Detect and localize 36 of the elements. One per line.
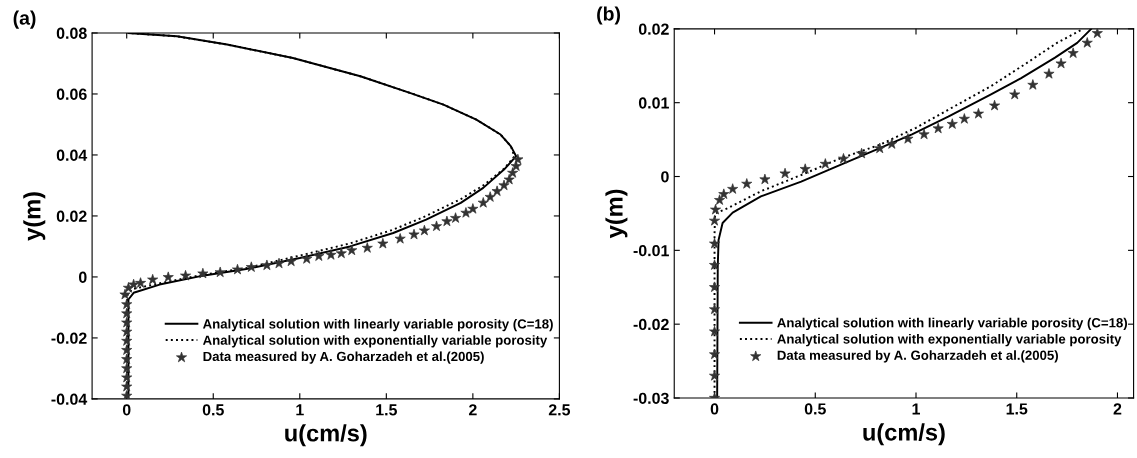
legend-label: Analytical solution with exponentially variable porosity bbox=[777, 333, 1122, 347]
y-axis-title: y(m) bbox=[23, 192, 46, 241]
x-axis-title: u(cm/s) bbox=[863, 423, 945, 446]
x-tick-label: 2 bbox=[1113, 403, 1122, 415]
x-tick-label: 1 bbox=[296, 404, 304, 416]
x-axis-title: u(cm/s) bbox=[285, 424, 367, 447]
legend-label: Analytical solution with linearly variable porosity (C=18) bbox=[777, 317, 1128, 331]
chart-title: (a) bbox=[13, 10, 36, 29]
x-tick-label: 0.5 bbox=[804, 403, 826, 415]
legend-label: Analytical solution with exponentially variable porosity bbox=[202, 335, 548, 348]
y-tick-label: -0.03 bbox=[633, 392, 669, 404]
y-tick-label: -0.02 bbox=[633, 318, 669, 331]
x-tick-label: 2 bbox=[468, 404, 477, 416]
y-tick-label: 0 bbox=[661, 171, 669, 183]
y-axis-title: y(m) bbox=[605, 189, 628, 239]
y-tick-label: 0.04 bbox=[56, 149, 88, 161]
x-tick-label: 0 bbox=[710, 403, 719, 415]
y-tick-label: 0.02 bbox=[638, 23, 669, 35]
y-tick-label: 0 bbox=[78, 271, 87, 283]
legend-label: Data measured by A. Goharzadeh et al.(2005) bbox=[203, 351, 484, 364]
y-tick-label: 0.08 bbox=[56, 27, 87, 39]
y-tick-label: -0.02 bbox=[51, 332, 87, 344]
x-tick-label: 1 bbox=[912, 403, 920, 415]
x-tick-label: 0 bbox=[122, 404, 131, 416]
y-tick-label: 0.06 bbox=[56, 88, 87, 100]
x-tick-label: 1.5 bbox=[1006, 403, 1028, 415]
chart-title: (b) bbox=[597, 6, 621, 25]
x-tick-label: 2.5 bbox=[548, 404, 571, 416]
y-tick-label: 0.01 bbox=[638, 97, 669, 109]
legend-label: Analytical solution with linearly variable porosity (C=18) bbox=[202, 318, 553, 332]
y-tick-label: -0.01 bbox=[633, 244, 669, 257]
x-tick-label: 0.5 bbox=[202, 404, 224, 416]
legend-label: Data measured by A. Goharzadeh et al.(2005) bbox=[777, 350, 1058, 363]
y-tick-label: 0.02 bbox=[56, 210, 87, 222]
x-tick-label: 1.5 bbox=[376, 404, 397, 416]
y-tick-label: -0.04 bbox=[51, 393, 88, 405]
